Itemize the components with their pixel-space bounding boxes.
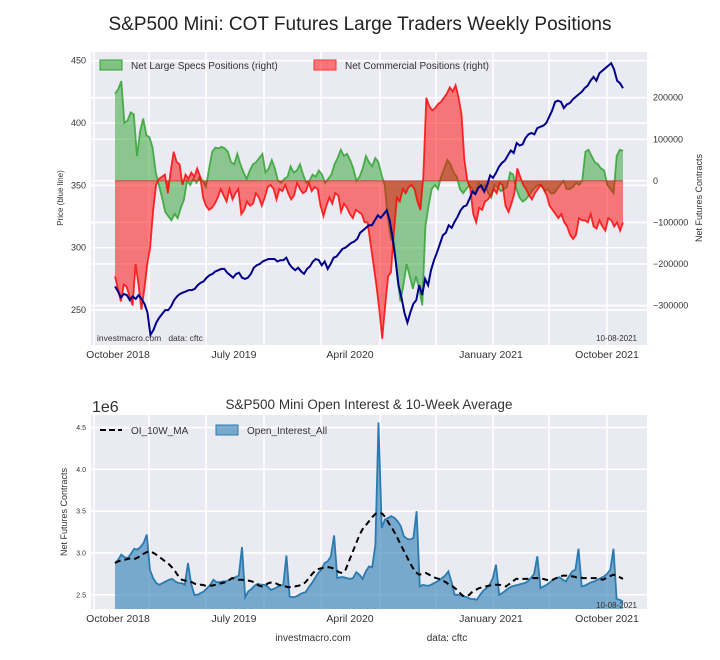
x-tick-label: October 2021: [575, 349, 639, 361]
y-tick-label-right: −300000: [653, 301, 688, 311]
y-tick-label-left: 450: [71, 56, 86, 66]
x-tick-label: October 2018: [86, 349, 150, 361]
y-tick-label-left: 300: [71, 243, 86, 253]
x-tick-label: January 2021: [459, 349, 523, 361]
y-tick-label-left: 350: [71, 180, 86, 190]
top-price-line: [114, 61, 624, 338]
y-tick-label-right: 100000: [653, 134, 683, 144]
legend-swatch-commercial: [313, 59, 337, 71]
open-interest-line: [114, 422, 624, 603]
y-tick-label: 3.5: [76, 509, 86, 516]
bottom-yticks: 2.5 3.0 3.5 4.0 4.5: [76, 425, 86, 599]
legend-label-ma: OI_10W_MA: [131, 426, 189, 437]
footer-data: data: cftc: [427, 633, 468, 644]
x-tick-label: July 2019: [212, 349, 257, 361]
legend-label-oi: Open_Interest_All: [247, 426, 327, 437]
commercial-area: [115, 85, 623, 339]
y-tick-label-left: 400: [71, 118, 86, 128]
legend-swatch-oi: [215, 424, 239, 436]
top-ylabel-right: Net Futures Contracts: [694, 153, 704, 242]
ma-line: [114, 511, 624, 598]
y-tick-label: 2.5: [76, 592, 86, 599]
y-tick-label-right: 200000: [653, 93, 683, 103]
open-interest-area: [115, 422, 623, 609]
y-tick-label-right: −200000: [653, 259, 688, 269]
x-tick-label: July 2019: [212, 613, 257, 625]
bottom-chart: S&P500 Mini Open Interest & 10-Week Aver…: [59, 397, 647, 644]
x-tick-label: April 2020: [326, 349, 373, 361]
x-tick-label: October 2021: [575, 613, 639, 625]
top-legend: Net Large Specs Positions (right) Net Co…: [99, 59, 489, 72]
legend-label-specs: Net Large Specs Positions (right): [131, 61, 278, 72]
top-ylabel-left: Price (blue line): [56, 170, 65, 226]
main-title: S&P500 Mini: COT Futures Large Traders W…: [108, 14, 612, 35]
top-yticks-right: −300000 −200000 −100000 0 100000 200000: [653, 93, 688, 311]
y-tick-label-right: 0: [653, 176, 658, 186]
x-tick-label: October 2018: [86, 613, 150, 625]
x-tick-label: January 2021: [459, 613, 523, 625]
y-tick-label-right: −100000: [653, 217, 688, 227]
specs-area: [115, 81, 623, 306]
y-tick-label: 4.5: [76, 425, 86, 432]
footer-site: investmacro.com: [275, 633, 351, 644]
bottom-chart-title: S&P500 Mini Open Interest & 10-Week Aver…: [226, 397, 513, 412]
y-tick-label: 4.0: [76, 467, 86, 474]
bottom-ma-line: [114, 511, 624, 598]
commercial-line: [114, 82, 624, 339]
price-line: [114, 61, 624, 338]
bottom-annotation-right: 10-08-2021: [596, 601, 637, 610]
y-tick-label-left: 250: [71, 305, 86, 315]
top-xticks: October 2018 July 2019 April 2020 January 2…: [86, 349, 639, 361]
y-tick-label: 3.0: [76, 550, 86, 557]
legend-label-commercial: Net Commercial Positions (right): [345, 61, 489, 72]
top-fills: [114, 80, 624, 339]
top-yticks-left: 250 300 350 400 450: [71, 56, 86, 315]
bottom-fill: [114, 422, 624, 609]
top-chart: 250 300 350 400 450 −300000 −200000 −100000 0 10…: [56, 52, 704, 361]
x-tick-label: April 2020: [326, 613, 373, 625]
bottom-ylabel: Net Futures Contracts: [59, 467, 69, 556]
bottom-xticks: October 2018 July 2019 April 2020 January 2…: [86, 613, 639, 625]
bottom-legend: OI_10W_MA Open_Interest_All: [100, 424, 327, 437]
legend-swatch-specs: [99, 59, 123, 71]
top-annotation-right: 10-08-2021: [596, 334, 637, 343]
top-annotation-left: investmacro.com data: cftc: [97, 333, 204, 343]
bottom-scale-label: 1e6: [92, 399, 119, 416]
